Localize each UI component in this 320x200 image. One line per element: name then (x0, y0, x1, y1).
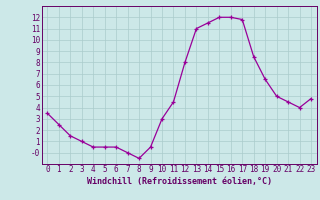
X-axis label: Windchill (Refroidissement éolien,°C): Windchill (Refroidissement éolien,°C) (87, 177, 272, 186)
